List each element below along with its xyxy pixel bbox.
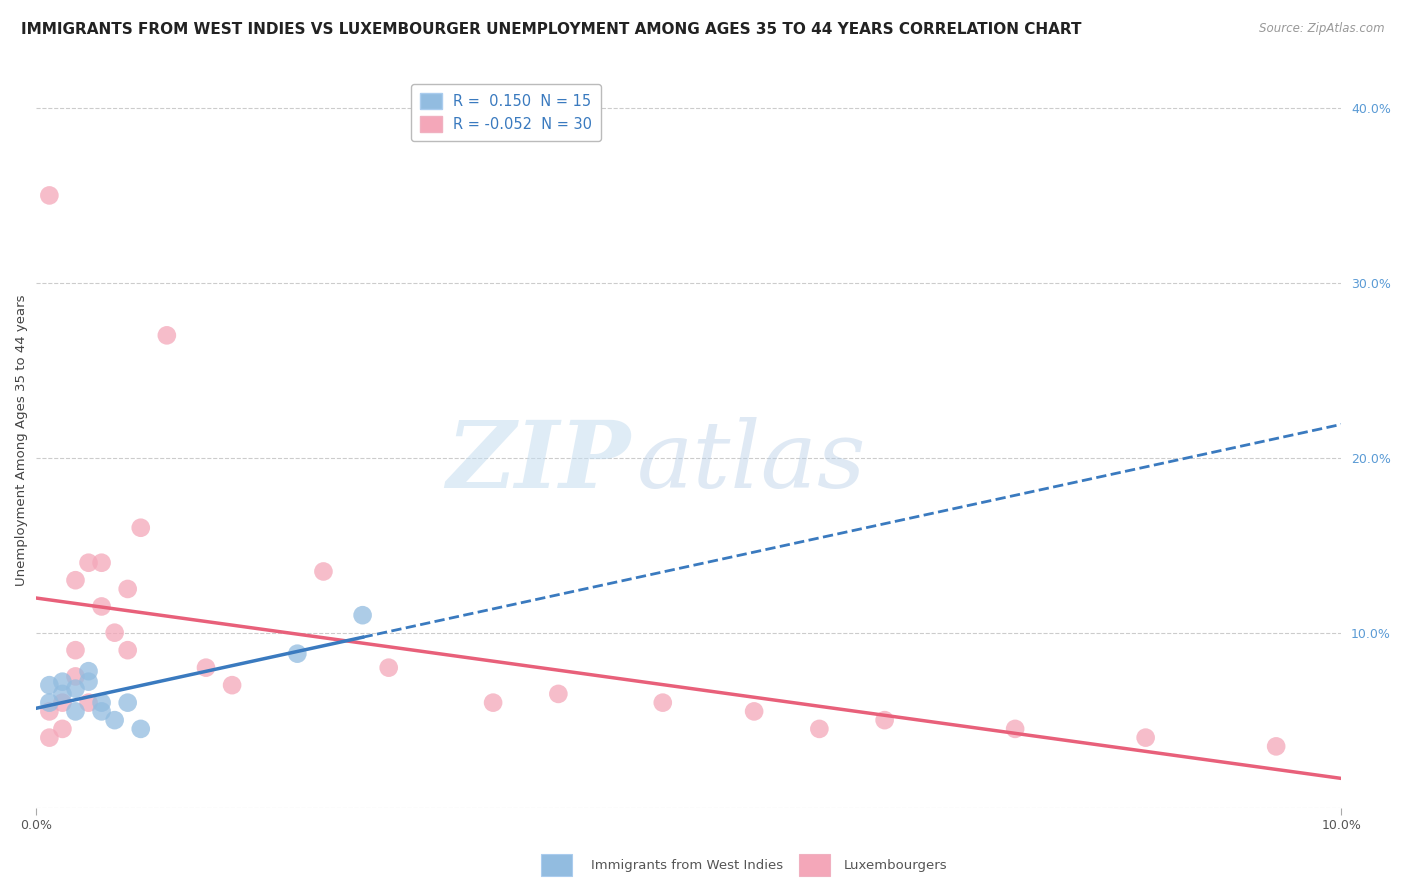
Point <box>65 705 87 719</box>
Point <box>65 669 87 683</box>
Point <box>129 722 152 736</box>
Point <box>38 705 60 719</box>
Text: ZIP: ZIP <box>446 417 630 508</box>
Point <box>117 643 139 657</box>
Point <box>117 696 139 710</box>
Point <box>1135 731 1157 745</box>
Point <box>77 674 100 689</box>
Point <box>129 521 152 535</box>
Point <box>104 713 127 727</box>
Point <box>352 608 374 623</box>
Point <box>1004 722 1026 736</box>
Point <box>65 681 87 696</box>
Legend: R =  0.150  N = 15, R = -0.052  N = 30: R = 0.150 N = 15, R = -0.052 N = 30 <box>411 84 602 141</box>
Text: atlas: atlas <box>637 417 866 508</box>
Point <box>90 705 112 719</box>
Point <box>90 556 112 570</box>
Point <box>873 713 896 727</box>
Point <box>156 328 179 343</box>
Point <box>77 556 100 570</box>
Point <box>38 731 60 745</box>
Point <box>377 661 399 675</box>
Y-axis label: Unemployment Among Ages 35 to 44 years: Unemployment Among Ages 35 to 44 years <box>15 294 28 586</box>
Point <box>38 696 60 710</box>
Point <box>65 573 87 587</box>
Point <box>77 696 100 710</box>
Text: Luxembourgers: Luxembourgers <box>844 859 948 872</box>
Point <box>808 722 831 736</box>
Point <box>104 625 127 640</box>
Point <box>90 599 112 614</box>
Point <box>221 678 243 692</box>
Point <box>38 678 60 692</box>
Point <box>312 565 335 579</box>
Point <box>285 647 308 661</box>
Point <box>195 661 218 675</box>
Point <box>51 687 73 701</box>
Point <box>651 696 673 710</box>
Point <box>51 674 73 689</box>
Point <box>77 664 100 678</box>
Point <box>51 696 73 710</box>
Point <box>51 722 73 736</box>
Text: Source: ZipAtlas.com: Source: ZipAtlas.com <box>1260 22 1385 36</box>
Text: IMMIGRANTS FROM WEST INDIES VS LUXEMBOURGER UNEMPLOYMENT AMONG AGES 35 TO 44 YEA: IMMIGRANTS FROM WEST INDIES VS LUXEMBOUR… <box>21 22 1081 37</box>
Point <box>90 696 112 710</box>
Point <box>742 705 765 719</box>
Point <box>482 696 505 710</box>
Point <box>1265 739 1288 754</box>
Point <box>117 582 139 596</box>
Point <box>547 687 569 701</box>
Text: Immigrants from West Indies: Immigrants from West Indies <box>591 859 783 872</box>
Point <box>38 188 60 202</box>
Point <box>65 643 87 657</box>
